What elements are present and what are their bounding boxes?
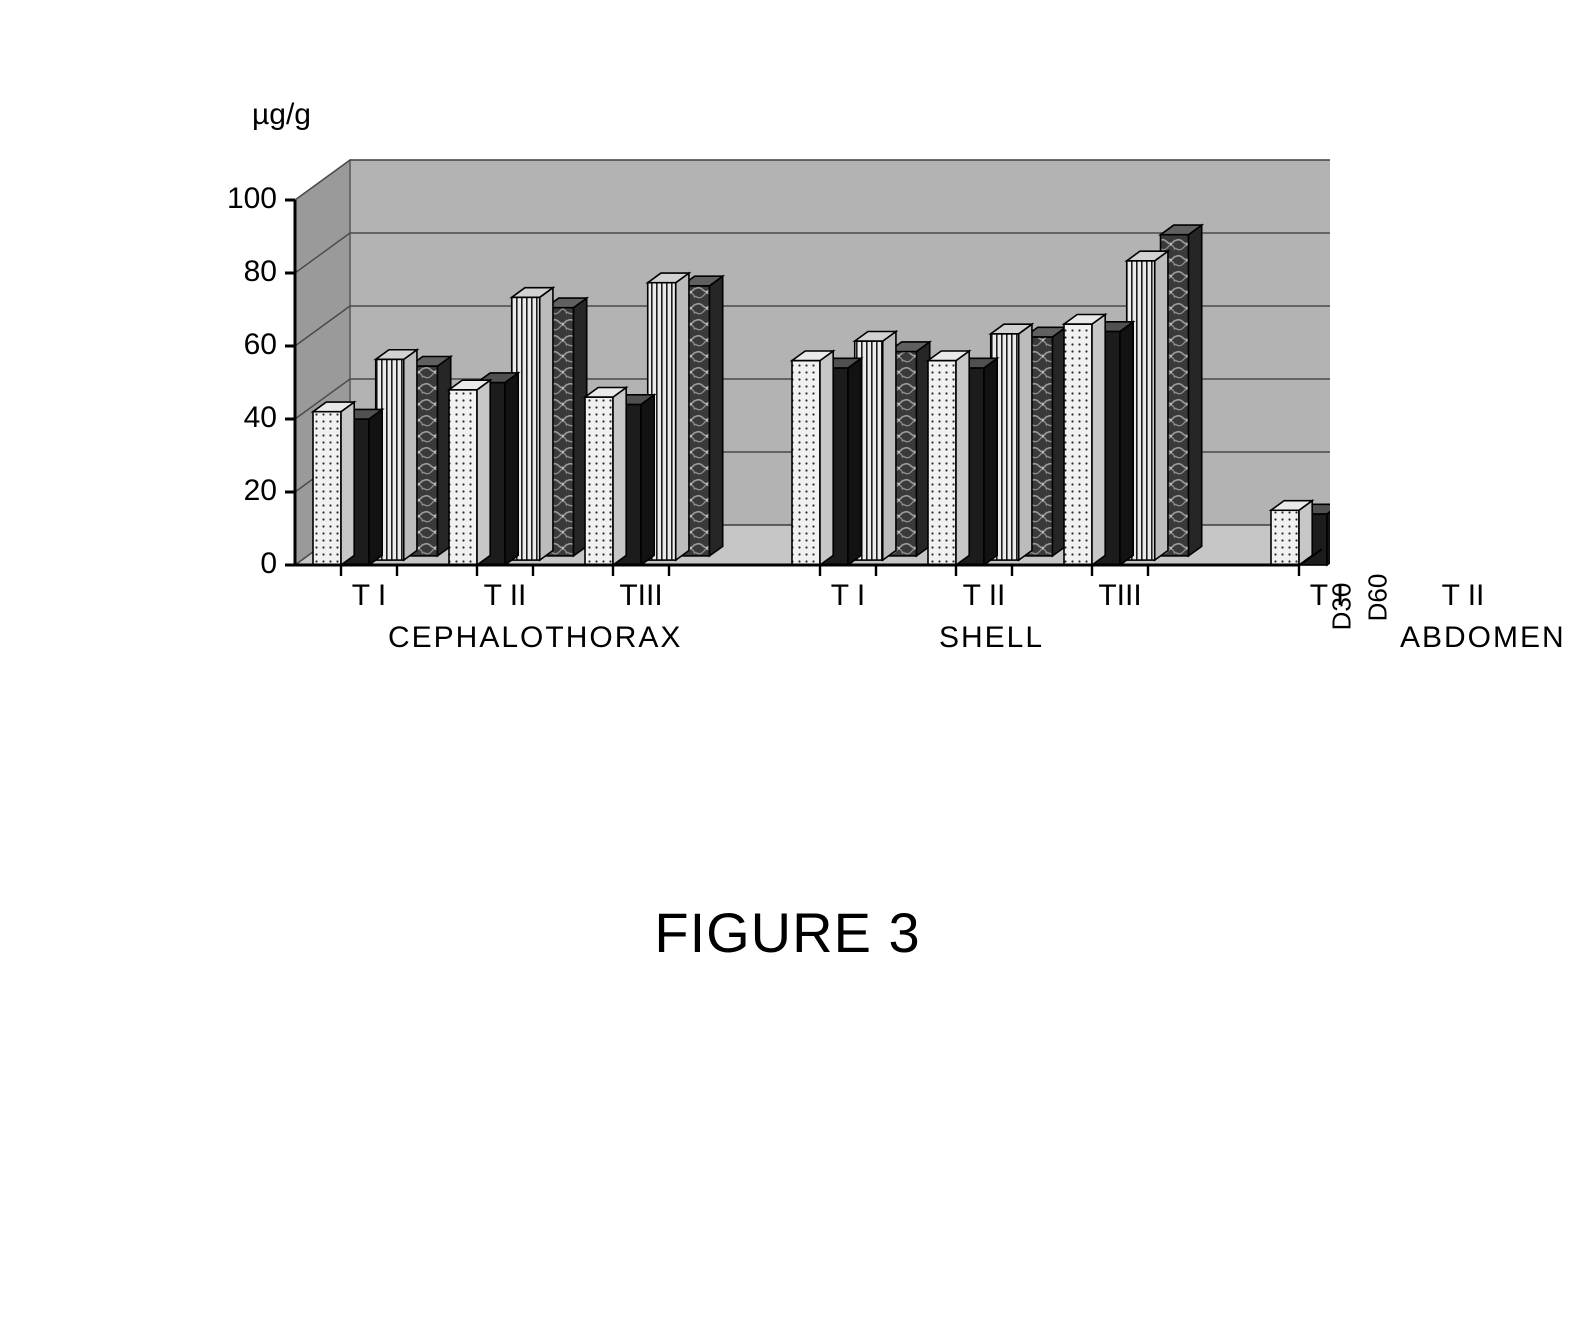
x-tick: T I bbox=[324, 579, 414, 613]
y-tick: 100 bbox=[207, 182, 277, 216]
group-label: SHELL bbox=[939, 621, 1044, 655]
figure-caption: FIGURE 3 bbox=[0, 900, 1575, 965]
x-tick: TIII bbox=[596, 579, 686, 613]
y-tick: 20 bbox=[207, 474, 277, 508]
x-tick: T II bbox=[939, 579, 1029, 613]
y-tick: 40 bbox=[207, 401, 277, 435]
x-tick: T II bbox=[460, 579, 550, 613]
x-tick: T II bbox=[1418, 579, 1508, 613]
x-tick: TIII bbox=[1075, 579, 1165, 613]
page: { "meta": { "width_px": 1575, "height_px… bbox=[0, 0, 1575, 1324]
depth-label: D60 bbox=[1363, 568, 1394, 628]
x-tick: TIII bbox=[1554, 579, 1575, 613]
group-label: CEPHALOTHORAX bbox=[388, 621, 682, 655]
y-tick: 0 bbox=[207, 547, 277, 581]
group-label: ABDOMEN bbox=[1400, 621, 1566, 655]
y-tick: 80 bbox=[207, 255, 277, 289]
y-tick: 60 bbox=[207, 328, 277, 362]
depth-label: D30 bbox=[1327, 577, 1358, 637]
x-tick: T I bbox=[803, 579, 893, 613]
